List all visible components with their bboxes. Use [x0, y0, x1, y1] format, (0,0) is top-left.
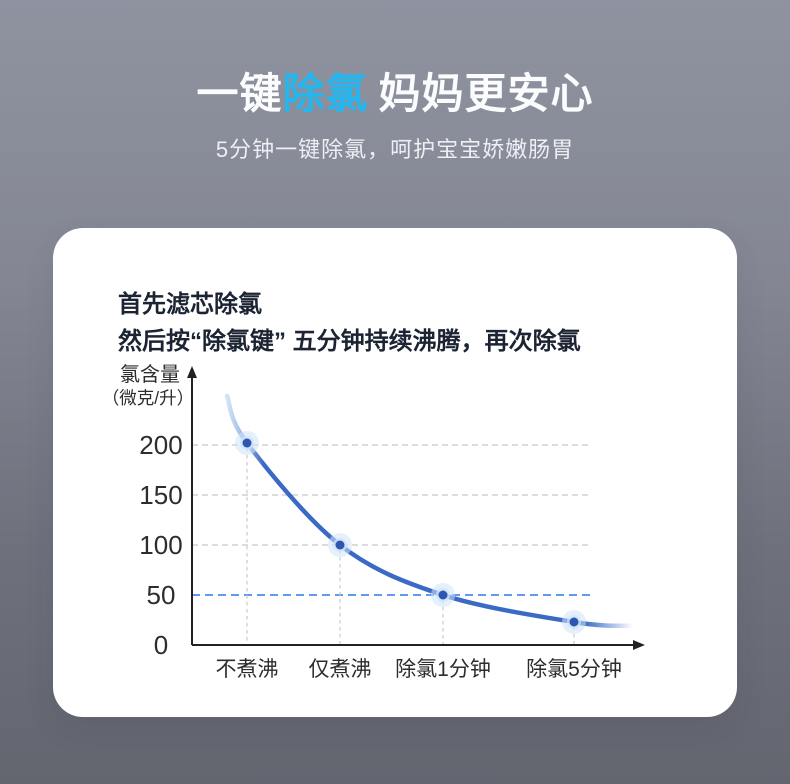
chart-heading: 首先滤芯除氯然后按“除氯键” 五分钟持续沸腾，再次除氯 [118, 286, 581, 360]
y-tick-label: 50 [147, 580, 176, 610]
page-subtitle: 5分钟一键除氯，呵护宝宝娇嫩肠胃 [215, 137, 575, 162]
hero-section: 一键除氯 妈妈更安心 5分钟一键除氯，呵护宝宝娇嫩肠胃 [0, 0, 790, 164]
y-tick-label: 200 [139, 430, 182, 460]
y-tick-label: 100 [139, 530, 182, 560]
chart-card: 首先滤芯除氯然后按“除氯键” 五分钟持续沸腾，再次除氯 200 150 100 50 0… [53, 228, 737, 717]
x-category-label: 仅煮沸 [309, 658, 372, 681]
data-point [335, 540, 345, 550]
title-accent: 除氯 [282, 70, 369, 117]
title-rest: 妈妈更安心 [378, 70, 594, 117]
y-tick-label: 0 [154, 630, 168, 660]
y-axis-arrow [187, 366, 197, 378]
x-axis-arrow [633, 640, 645, 650]
y-tick-label: 150 [139, 480, 182, 510]
y-axis-unit: （微克/升） [102, 388, 194, 408]
title-prefix: 一键 [196, 70, 283, 117]
page-title: 一键除氯 妈妈更安心 [0, 0, 790, 118]
data-point [242, 438, 252, 448]
trend-curve [224, 393, 636, 629]
x-category-label: 除氯1分钟 [395, 658, 491, 681]
x-category-label: 不煮沸 [216, 658, 279, 681]
chart-heading-line1: 首先滤芯除氯 [118, 291, 262, 318]
data-point [569, 617, 579, 627]
chlorine-line-chart: 200 150 100 50 0 不煮沸 仅煮沸 除氯1分钟 除氯5分钟 氯含量（微克/升） [102, 363, 645, 681]
chart-heading-line2: 然后按“除氯键” 五分钟持续沸腾，再次除氯 [118, 328, 581, 355]
data-point [438, 590, 448, 600]
x-category-label: 除氯5分钟 [526, 658, 622, 681]
y-axis-title: 氯含量 [120, 363, 180, 386]
